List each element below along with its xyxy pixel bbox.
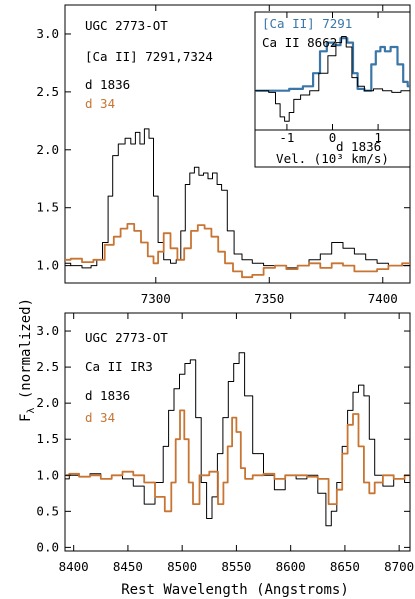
inset-annotation-0: [Ca II] 7291 bbox=[262, 16, 352, 31]
top-panel: 7300 7350 7400 1.0 1.5 2.0 2.5 3.0 UGC 2773-OT [C… bbox=[36, 4, 411, 306]
bottom-ytick-label-1: 0.5 bbox=[36, 503, 59, 518]
x-axis-label: Rest Wavelength (Angstroms) bbox=[121, 582, 349, 598]
inset-xtick-label-1: 0 bbox=[329, 130, 337, 145]
bottom-panel: 8400 8450 8500 8550 8600 8650 8700 0.0 0.5 1.0 1.5… bbox=[36, 312, 414, 574]
bottom-xtick-label-4: 8600 bbox=[276, 559, 306, 574]
top-ytick-label-2: 2.0 bbox=[36, 142, 59, 157]
bottom-xtick-label-6: 8700 bbox=[384, 559, 414, 574]
bottom-ytick-label-4: 2.0 bbox=[36, 395, 59, 410]
bottom-series-1 bbox=[65, 409, 410, 513]
bottom-annotation-0: UGC 2773-OT bbox=[85, 330, 168, 345]
inset-annotation-2: d 1836 bbox=[336, 139, 381, 154]
bottom-ytick-label-2: 1.0 bbox=[36, 467, 59, 482]
bottom-annotation-2: d 1836 bbox=[85, 388, 130, 403]
top-annotation-2: d 1836 bbox=[85, 77, 130, 92]
inset-xtick-label-2: 1 bbox=[374, 130, 382, 145]
y-axis-label: Fλ (normalized) bbox=[18, 298, 37, 422]
bottom-xtick-label-2: 8500 bbox=[167, 559, 197, 574]
top-ytick-label-0: 1.0 bbox=[36, 258, 59, 273]
top-annotation-0: UGC 2773-OT bbox=[85, 18, 168, 33]
top-xtick-label-1: 7350 bbox=[254, 291, 284, 306]
inset-xtick-label-0: -1 bbox=[279, 130, 294, 145]
top-ytick-label-4: 3.0 bbox=[36, 26, 59, 41]
bottom-xtick-label-3: 8550 bbox=[221, 559, 251, 574]
bottom-xtick-label-0: 8400 bbox=[59, 559, 89, 574]
bottom-series-0 bbox=[65, 352, 410, 527]
top-annotation-3: d 34 bbox=[85, 96, 115, 111]
bottom-ytick-label-3: 1.5 bbox=[36, 431, 59, 446]
bottom-annotation-1: Ca II IR3 bbox=[85, 359, 153, 374]
top-inset-panel: -1 0 1 Vel. (10³ km/s) [Ca II] 7291 Ca II 866… bbox=[254, 11, 411, 168]
inset-series-0 bbox=[255, 37, 410, 92]
bottom-ytick-label-0: 0.0 bbox=[36, 539, 59, 554]
bottom-ytick-label-5: 2.5 bbox=[36, 359, 59, 374]
bottom-annotation-3: d 34 bbox=[85, 410, 115, 425]
top-xtick-label-0: 7300 bbox=[141, 291, 171, 306]
bottom-xtick-label-5: 8650 bbox=[330, 559, 360, 574]
inset-inset-box bbox=[254, 11, 411, 168]
top-ytick-label-3: 2.5 bbox=[36, 84, 59, 99]
inset-xlabel: Vel. (10³ km/s) bbox=[276, 151, 389, 166]
top-series-1 bbox=[65, 223, 410, 279]
top-xtick-label-2: 7400 bbox=[368, 291, 398, 306]
top-series-0 bbox=[65, 128, 410, 269]
top-annotation-1: [Ca II] 7291,7324 bbox=[85, 49, 213, 64]
inset-annotation-1: Ca II 8662 bbox=[262, 35, 337, 50]
top-ytick-label-1: 1.5 bbox=[36, 200, 59, 215]
bottom-xtick-label-1: 8450 bbox=[113, 559, 143, 574]
bottom-frame bbox=[64, 312, 411, 552]
bottom-ytick-label-6: 3.0 bbox=[36, 323, 59, 338]
inset-series-1 bbox=[255, 36, 410, 122]
